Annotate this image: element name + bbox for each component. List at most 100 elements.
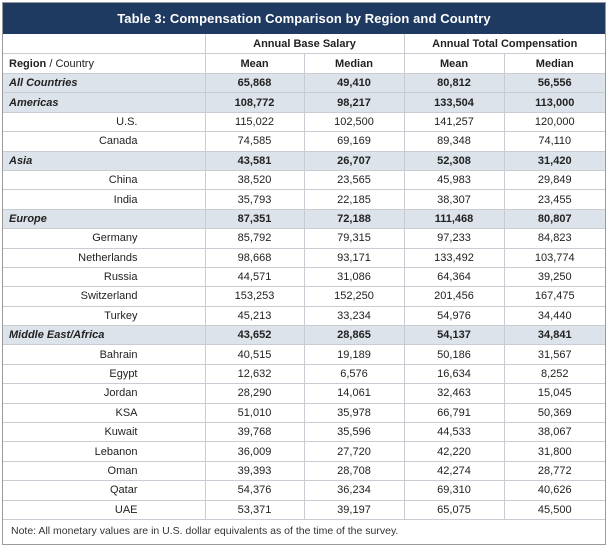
- country-row: U.S. 115,022 102,500 141,257 120,000: [3, 112, 605, 133]
- total-median-cell: 120,000: [504, 112, 605, 133]
- total-median-cell: 39,250: [504, 267, 605, 288]
- base-mean-cell: 40,515: [205, 344, 305, 365]
- total-mean-cell: 42,220: [404, 441, 505, 462]
- group-header-total-comp: Annual Total Compensation: [404, 34, 605, 54]
- base-mean-cell: 85,792: [205, 228, 305, 249]
- total-median-cell: 23,455: [504, 189, 605, 210]
- region-label-bold: Region: [9, 57, 47, 70]
- base-median-cell: 28,865: [304, 325, 405, 346]
- total-median-cell: 31,800: [504, 441, 605, 462]
- region-label-slash: /: [46, 57, 56, 70]
- total-median-cell: 34,440: [504, 306, 605, 327]
- total-mean-cell: 54,137: [404, 325, 505, 346]
- region-name: All Countries: [3, 73, 206, 94]
- column-header-total-mean: Mean: [404, 53, 505, 74]
- total-mean-cell: 69,310: [404, 480, 505, 501]
- country-name: Oman: [3, 461, 206, 482]
- total-mean-cell: 65,075: [404, 500, 505, 520]
- column-header-region: Region / Country: [3, 53, 206, 74]
- column-header-base-median: Median: [304, 53, 405, 74]
- total-mean-cell: 44,533: [404, 422, 505, 443]
- country-row: Netherlands 98,668 93,171 133,492 103,774: [3, 248, 605, 268]
- base-mean-cell: 98,668: [205, 248, 305, 268]
- total-mean-cell: 201,456: [404, 286, 505, 307]
- base-mean-cell: 36,009: [205, 441, 305, 462]
- country-name: Egypt: [3, 364, 206, 385]
- country-row: KSA 51,010 35,978 66,791 50,369: [3, 403, 605, 424]
- region-label-country: Country: [55, 57, 94, 70]
- country-row: Bahrain 40,515 19,189 50,186 31,567: [3, 344, 605, 365]
- country-name: Turkey: [3, 306, 206, 327]
- base-median-cell: 23,565: [304, 170, 405, 191]
- base-median-cell: 79,315: [304, 228, 405, 249]
- total-mean-cell: 42,274: [404, 461, 505, 482]
- country-name: Kuwait: [3, 422, 206, 443]
- base-mean-cell: 39,768: [205, 422, 305, 443]
- country-row: Egypt 12,632 6,576 16,634 8,252: [3, 364, 605, 385]
- country-row: China 38,520 23,565 45,983 29,849: [3, 170, 605, 191]
- base-mean-cell: 43,581: [205, 151, 305, 171]
- total-mean-cell: 89,348: [404, 131, 505, 152]
- country-name: Qatar: [3, 480, 206, 501]
- total-median-cell: 34,841: [504, 325, 605, 346]
- country-row: Lebanon 36,009 27,720 42,220 31,800: [3, 441, 605, 462]
- total-mean-cell: 32,463: [404, 383, 505, 404]
- base-median-cell: 28,708: [304, 461, 405, 482]
- base-mean-cell: 39,393: [205, 461, 305, 482]
- country-row: Germany 85,792 79,315 97,233 84,823: [3, 228, 605, 249]
- total-median-cell: 167,475: [504, 286, 605, 307]
- base-mean-cell: 153,253: [205, 286, 305, 307]
- country-name: U.S.: [3, 112, 206, 133]
- base-mean-cell: 115,022: [205, 112, 305, 133]
- base-median-cell: 39,197: [304, 500, 405, 520]
- base-mean-cell: 35,793: [205, 189, 305, 210]
- total-median-cell: 15,045: [504, 383, 605, 404]
- base-mean-cell: 74,585: [205, 131, 305, 152]
- total-mean-cell: 97,233: [404, 228, 505, 249]
- base-mean-cell: 28,290: [205, 383, 305, 404]
- country-row: Switzerland 153,253 152,250 201,456 167,475: [3, 286, 605, 307]
- total-mean-cell: 133,492: [404, 248, 505, 268]
- country-name: UAE: [3, 500, 206, 520]
- base-mean-cell: 87,351: [205, 209, 305, 230]
- total-median-cell: 103,774: [504, 248, 605, 268]
- base-mean-cell: 44,571: [205, 267, 305, 288]
- base-median-cell: 22,185: [304, 189, 405, 210]
- base-median-cell: 19,189: [304, 344, 405, 365]
- region-name: Europe: [3, 209, 206, 230]
- group-header-base-salary: Annual Base Salary: [205, 34, 405, 54]
- base-median-cell: 36,234: [304, 480, 405, 501]
- base-median-cell: 35,978: [304, 403, 405, 424]
- base-median-cell: 26,707: [304, 151, 405, 171]
- base-median-cell: 102,500: [304, 112, 405, 133]
- base-median-cell: 33,234: [304, 306, 405, 327]
- table-title: Table 3: Compensation Comparison by Regi…: [3, 3, 605, 34]
- total-median-cell: 50,369: [504, 403, 605, 424]
- region-row: Middle East/Africa 43,652 28,865 54,137 34,8…: [3, 325, 605, 346]
- base-median-cell: 31,086: [304, 267, 405, 288]
- total-median-cell: 31,420: [504, 151, 605, 171]
- total-median-cell: 80,807: [504, 209, 605, 230]
- total-median-cell: 56,556: [504, 73, 605, 94]
- total-mean-cell: 64,364: [404, 267, 505, 288]
- total-median-cell: 113,000: [504, 92, 605, 113]
- region-row: All Countries 65,868 49,410 80,812 56,556: [3, 73, 605, 94]
- compensation-table-frame: Table 3: Compensation Comparison by Regi…: [2, 2, 606, 545]
- table-note: Note: All monetary values are in U.S. do…: [11, 524, 399, 537]
- total-mean-cell: 16,634: [404, 364, 505, 385]
- country-name: Netherlands: [3, 248, 206, 268]
- column-header-total-median: Median: [504, 53, 605, 74]
- country-name: Jordan: [3, 383, 206, 404]
- country-row: Jordan 28,290 14,061 32,463 15,045: [3, 383, 605, 404]
- total-mean-cell: 45,983: [404, 170, 505, 191]
- region-name: Asia: [3, 151, 206, 171]
- total-median-cell: 8,252: [504, 364, 605, 385]
- base-mean-cell: 12,632: [205, 364, 305, 385]
- country-name: Russia: [3, 267, 206, 288]
- country-row: Oman 39,393 28,708 42,274 28,772: [3, 461, 605, 482]
- total-mean-cell: 66,791: [404, 403, 505, 424]
- total-median-cell: 38,067: [504, 422, 605, 443]
- total-median-cell: 31,567: [504, 344, 605, 365]
- group-header-blank: [3, 34, 206, 54]
- total-mean-cell: 50,186: [404, 344, 505, 365]
